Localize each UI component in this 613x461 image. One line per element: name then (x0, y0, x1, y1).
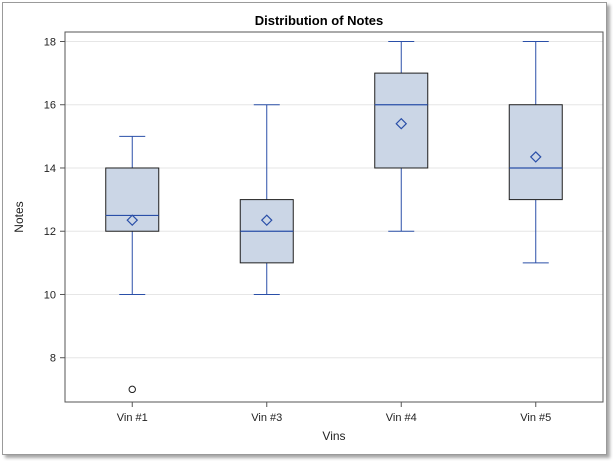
y-axis-ticks: 8 10 12 14 16 18 (44, 36, 65, 365)
mean-marker (260, 214, 273, 227)
mean-marker (395, 117, 408, 130)
x-tick-label-2: Vin #3 (251, 412, 282, 424)
box-plot-chart: Distribution of Notes 8 10 12 14 16 18 Vin #1… (12, 13, 604, 443)
y-tick-label-10: 10 (44, 289, 56, 301)
x-axis-label: Vins (322, 429, 345, 443)
box-1 (105, 135, 160, 394)
box-4 (508, 40, 563, 264)
y-tick-label-8: 8 (50, 353, 56, 365)
plot-area (64, 31, 604, 403)
chart-title: Distribution of Notes (255, 13, 384, 28)
y-axis-label: Notes (12, 201, 26, 232)
x-tick-label-1: Vin #1 (117, 412, 148, 424)
y-tick-label-14: 14 (44, 163, 56, 175)
mean-marker (126, 214, 139, 227)
box-3 (374, 40, 429, 232)
box-body (374, 72, 429, 169)
y-tick-label-12: 12 (44, 226, 56, 238)
x-tick-label-3: Vin #4 (386, 412, 417, 424)
outlier-point-1 (128, 385, 136, 394)
chart-frame: Distribution of Notes 8 10 12 14 16 18 Vin #1… (2, 2, 607, 455)
box-series (105, 40, 563, 394)
x-axis-ticks: Vin #1 Vin #3 Vin #4 Vin #5 (117, 402, 551, 424)
y-tick-label-18: 18 (44, 36, 56, 48)
mean-marker (529, 151, 542, 163)
y-tick-label-16: 16 (44, 100, 56, 112)
x-tick-label-4: Vin #5 (520, 412, 551, 424)
box-2 (239, 104, 294, 295)
box-body (105, 167, 160, 232)
